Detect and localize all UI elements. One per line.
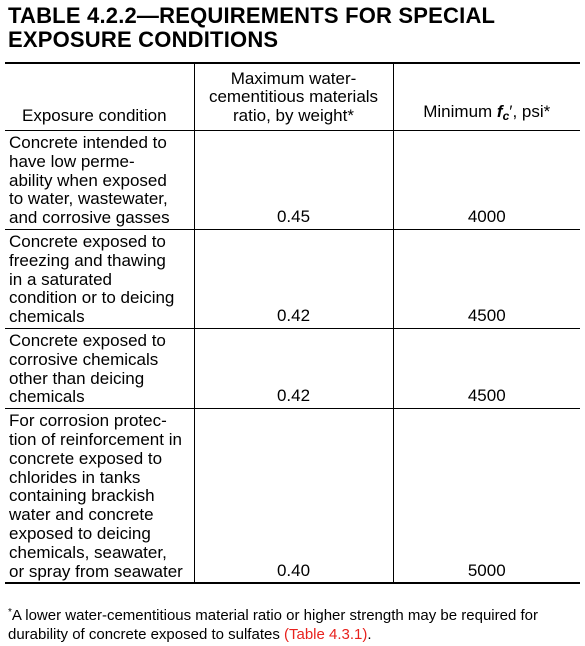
- footnote: *A lower water-cementitious material rat…: [8, 603, 580, 644]
- header-exposure-condition: Exposure condition: [5, 62, 195, 131]
- table-row: Concrete intended to have low perme- abi…: [5, 130, 580, 230]
- table-row: Concrete exposed to corrosive chemicals …: [5, 327, 580, 410]
- table-title-line-1: TABLE 4.2.2—REQUIREMENTS FOR SPECIAL: [8, 3, 496, 28]
- header-row: Exposure condition Maximum water- cement…: [5, 62, 580, 131]
- header-min-strength: Minimum fc′, psi*: [392, 62, 580, 131]
- footnote-line-2: durability of concrete exposed to sulfat…: [8, 626, 372, 643]
- header-max-wc-ratio: Maximum water- cementitious materials ra…: [193, 62, 394, 131]
- wc-ratio-cell: 0.40: [193, 408, 394, 585]
- header-ratio-line-3: ratio, by weight*: [233, 106, 354, 126]
- min-strength-cell: 4500: [392, 228, 580, 329]
- min-strength-cell: 4500: [392, 327, 580, 410]
- wc-ratio-cell: 0.45: [193, 130, 394, 230]
- footnote-line-1: *A lower water-cementitious material rat…: [8, 607, 538, 624]
- wc-ratio-cell: 0.42: [193, 228, 394, 329]
- exposure-condition-cell: Concrete exposed to corrosive chemicals …: [5, 327, 195, 410]
- exposure-condition-cell: Concrete exposed to freezing and thawing…: [5, 228, 195, 329]
- min-strength-cell: 4000: [392, 130, 580, 230]
- table-row: For corrosion protec- tion of reinforcem…: [5, 408, 580, 585]
- exposure-condition-cell: For corrosion protec- tion of reinforcem…: [5, 408, 195, 585]
- min-strength-cell: 5000: [392, 408, 580, 585]
- exposure-condition-cell: Concrete intended to have low perme- abi…: [5, 130, 195, 230]
- table-reference-link[interactable]: (Table 4.3.1): [284, 626, 368, 643]
- requirements-table: Exposure condition Maximum water- cement…: [5, 62, 580, 585]
- table-title: TABLE 4.2.2—REQUIREMENTS FOR SPECIAL EXP…: [8, 4, 578, 52]
- table-row: Concrete exposed to freezing and thawing…: [5, 228, 580, 329]
- header-ratio-line-2: cementitious materials: [208, 87, 379, 107]
- table-title-line-2: EXPOSURE CONDITIONS: [8, 27, 279, 52]
- header-ratio-line-1: Maximum water-: [230, 68, 357, 88]
- fc-symbol: fc: [496, 102, 510, 124]
- footnote-marker: *: [8, 607, 12, 618]
- wc-ratio-cell: 0.42: [193, 327, 394, 410]
